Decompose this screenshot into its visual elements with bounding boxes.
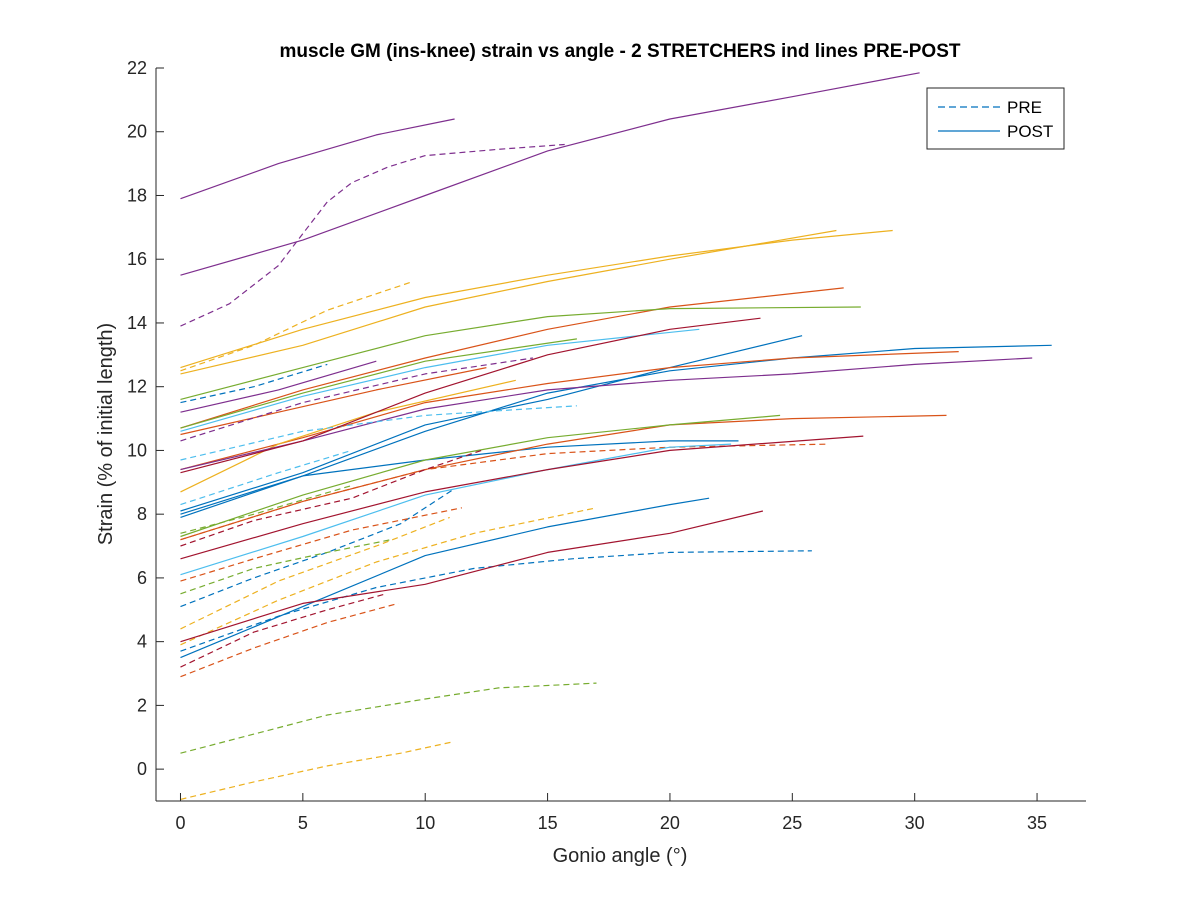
x-tick-label: 15 — [538, 813, 558, 833]
series-line-8-post — [180, 287, 844, 429]
series-line-41-pre — [180, 593, 387, 668]
x-tick-label: 0 — [175, 813, 185, 833]
series-line-12-pre — [180, 602, 399, 678]
legend-pre-label: PRE — [1007, 98, 1042, 117]
x-tick-label: 35 — [1027, 813, 1047, 833]
series-line-9-post — [180, 414, 947, 541]
series-line-11-post — [180, 367, 487, 436]
series-line-4-post — [180, 344, 1052, 518]
series-line-19-pre — [180, 741, 453, 800]
series-line-18-pre — [180, 280, 414, 372]
series-line-28-post — [180, 306, 861, 400]
y-tick-label: 2 — [137, 695, 147, 715]
series-line-23-post — [180, 72, 920, 276]
series-line-35-post — [180, 443, 732, 576]
legend: PRE POST — [926, 87, 1065, 150]
x-tick-label: 30 — [905, 813, 925, 833]
series-line-27-pre — [180, 357, 533, 442]
series-line-36-pre — [180, 405, 577, 461]
series-line-29-post — [180, 338, 577, 429]
y-tick-label: 8 — [137, 504, 147, 524]
series-line-34-post — [180, 328, 700, 432]
series-line-22-post — [180, 118, 455, 200]
y-tick-label: 6 — [137, 568, 147, 588]
series-line-31-pre — [180, 682, 597, 754]
y-tick-label: 14 — [127, 313, 147, 333]
series-line-25-post — [180, 357, 1033, 471]
series-line-13-pre — [180, 507, 463, 582]
x-axis-title: Gonio angle (°) — [553, 845, 688, 867]
series-line-30-post — [180, 414, 781, 538]
series-line-32-pre — [180, 539, 392, 595]
y-tick-label: 12 — [127, 377, 147, 397]
x-tick-label: 25 — [782, 813, 802, 833]
x-tick-label: 5 — [298, 813, 308, 833]
y-tick-label: 22 — [127, 58, 147, 78]
y-tick-label: 10 — [127, 440, 147, 460]
series-line-33-pre — [180, 484, 352, 534]
y-tick-label: 4 — [137, 632, 147, 652]
legend-box — [926, 87, 1065, 150]
series-line-6-pre — [180, 488, 455, 608]
series-line-42-pre — [180, 449, 482, 547]
series-layer — [180, 72, 1052, 800]
legend-post-label: POST — [1007, 122, 1053, 141]
series-line-5-pre — [180, 550, 812, 652]
series-line-7-pre — [180, 363, 328, 404]
series-line-15-post — [180, 229, 893, 369]
y-tick-label: 20 — [127, 122, 147, 142]
series-line-10-post — [180, 351, 959, 471]
series-line-26-pre — [180, 143, 565, 327]
y-tick-label: 0 — [137, 759, 147, 779]
series-line-21-pre — [180, 516, 450, 630]
series-line-40-post — [180, 317, 761, 474]
series-line-38-post — [180, 435, 864, 560]
axes: 0 5 10 15 20 25 30 35 0 2 4 6 8 10 12 14 16 18 20 22 — [127, 58, 1086, 833]
chart-title: muscle GM (ins-knee) strain vs angle - 2… — [280, 41, 961, 62]
y-axis-title: Strain (% of initial length) — [95, 323, 117, 545]
y-tick-label: 16 — [127, 249, 147, 269]
series-line-24-post — [180, 360, 377, 413]
series-line-20-pre — [180, 507, 597, 646]
series-line-16-post — [180, 229, 837, 375]
series-line-37-pre — [180, 449, 352, 506]
x-tick-label: 10 — [415, 813, 435, 833]
y-tick-label: 18 — [127, 185, 147, 205]
series-line-3-post — [180, 497, 710, 659]
x-tick-label: 20 — [660, 813, 680, 833]
series-line-39-post — [180, 510, 764, 643]
